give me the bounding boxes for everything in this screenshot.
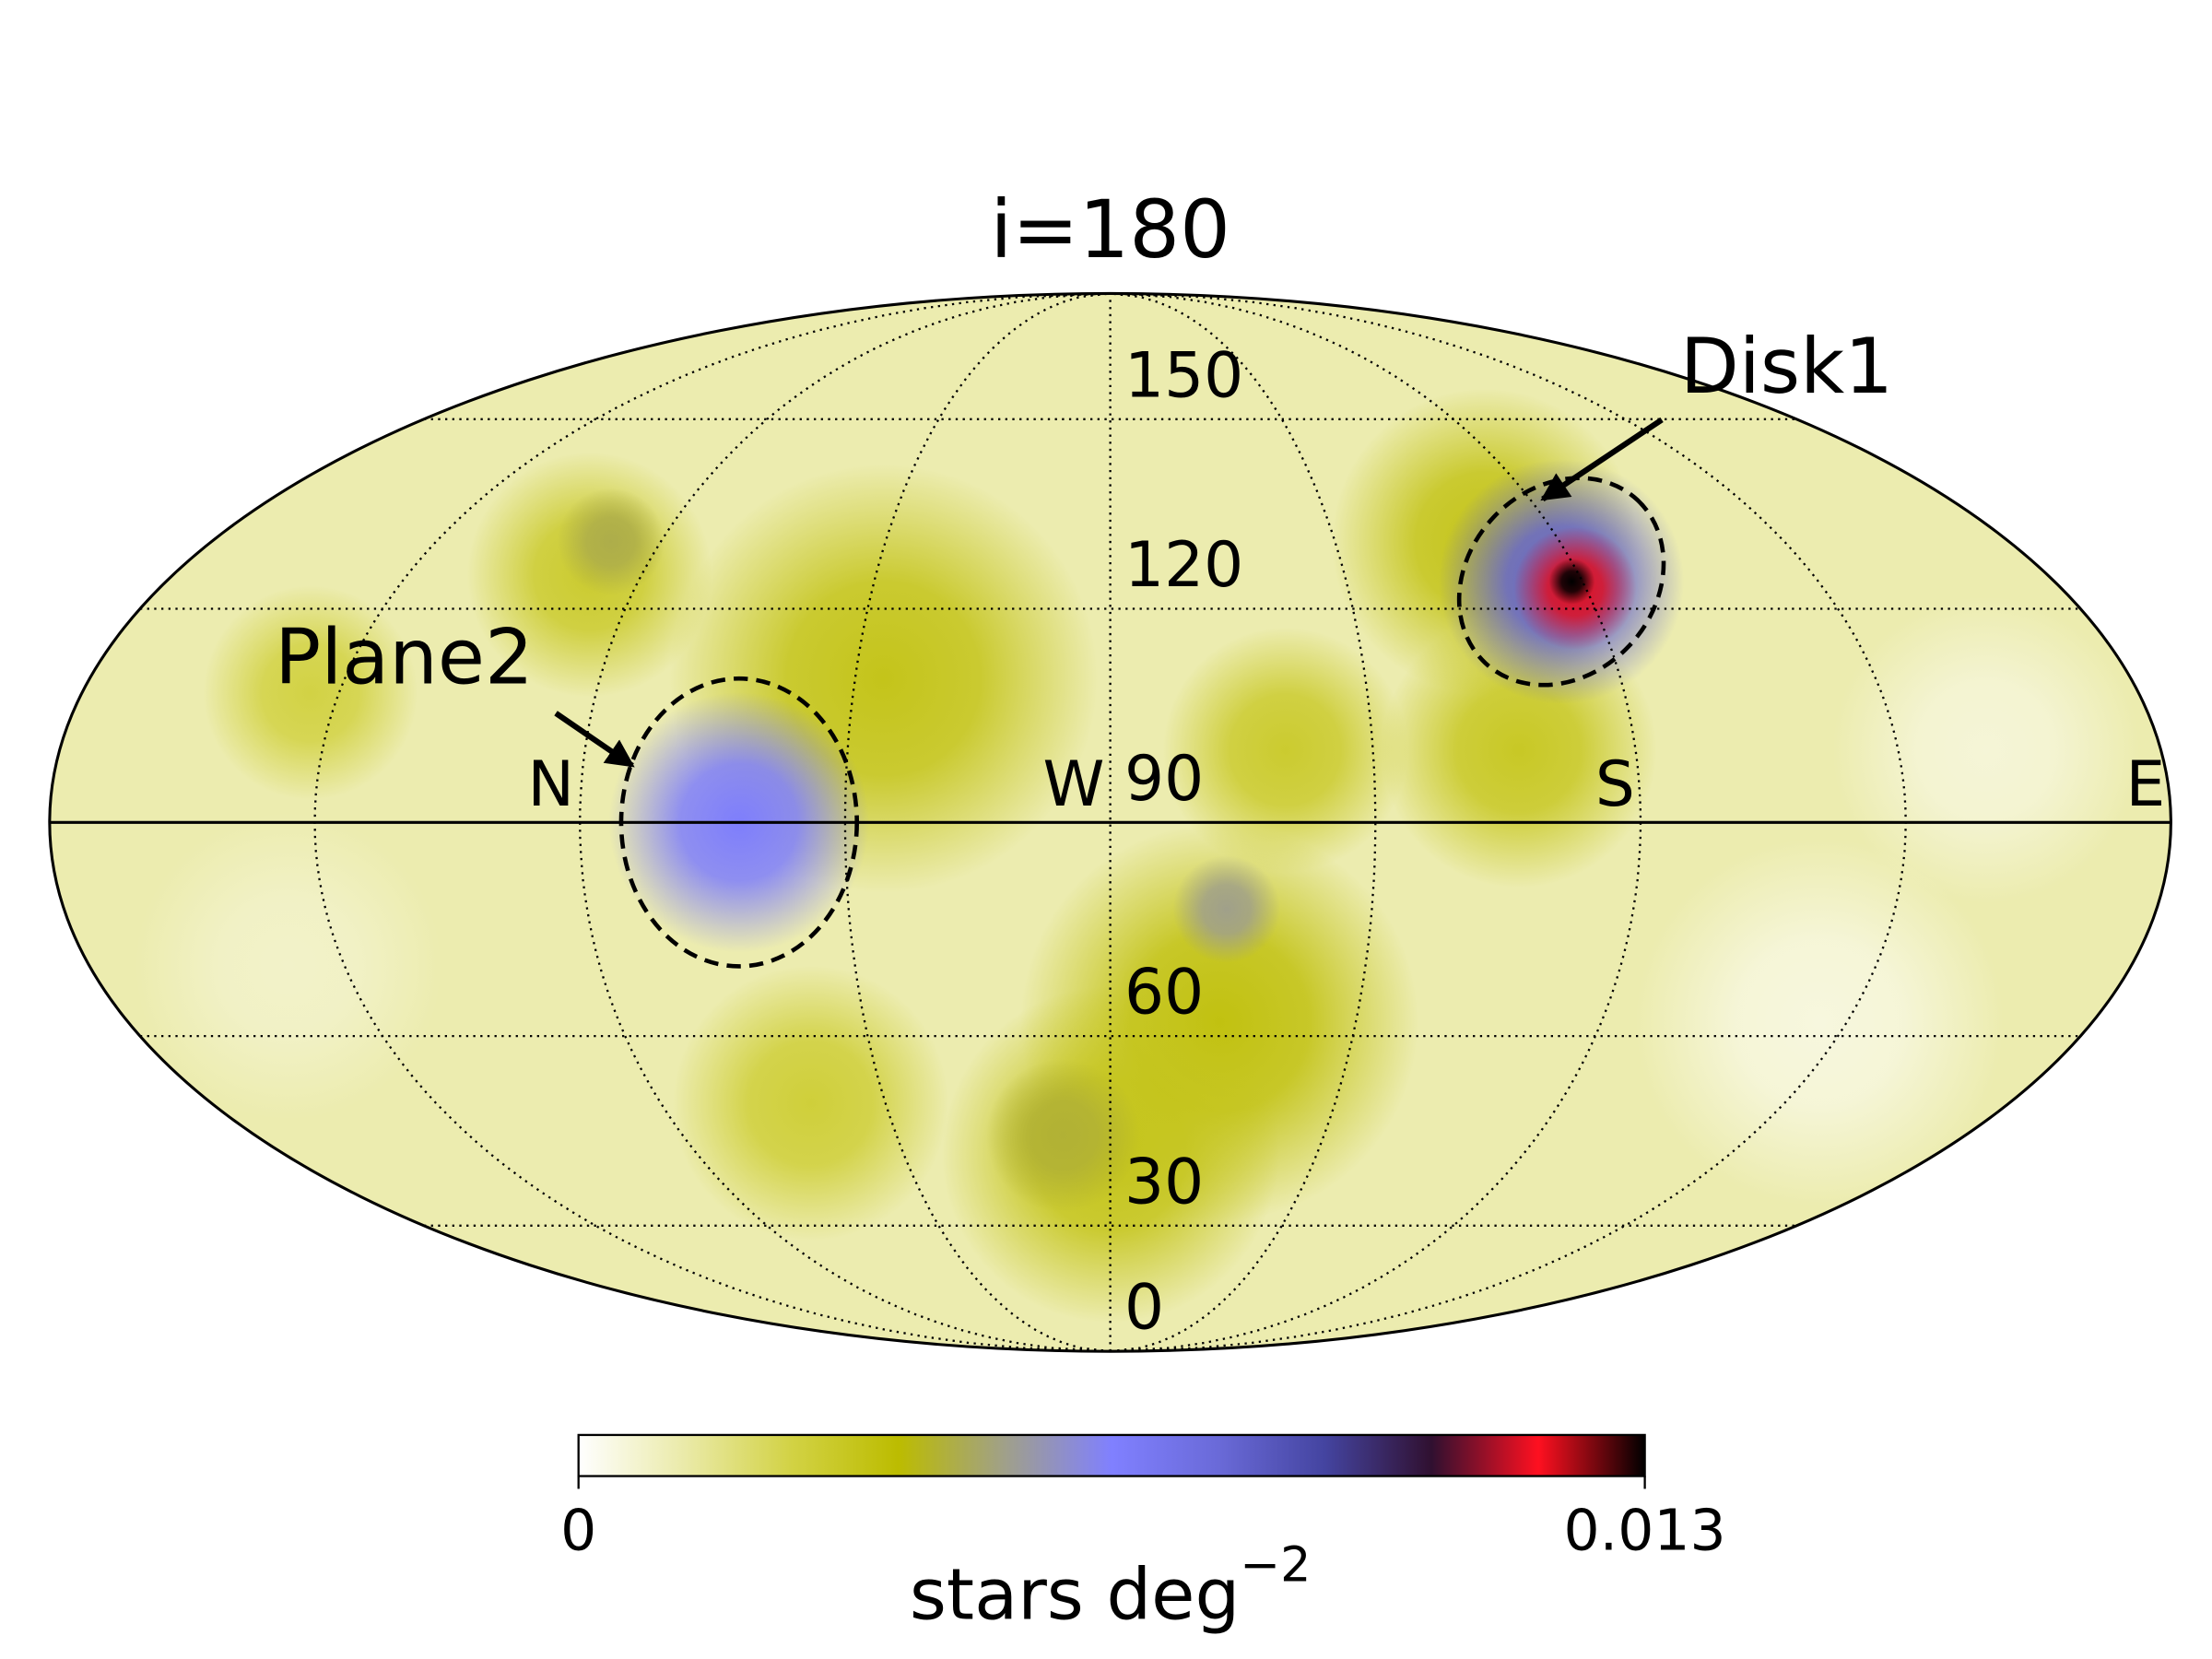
annotation: Plane2	[275, 612, 534, 701]
density-blob	[135, 813, 441, 1120]
density-blob	[1162, 627, 1408, 873]
colorbar	[577, 1433, 1646, 1477]
annotation: Disk1	[1680, 322, 1893, 411]
y-tick-label: 90	[1124, 742, 1204, 815]
density-blob	[1548, 559, 1595, 605]
x-tick-label: W	[1043, 747, 1105, 820]
region-outline	[618, 676, 860, 969]
meridian-line	[579, 292, 1111, 1353]
y-tick-label: 0	[1124, 1271, 1164, 1344]
density-blob	[1172, 855, 1280, 963]
density-blob	[672, 965, 949, 1241]
grid	[49, 292, 2171, 1353]
density-blob	[1832, 596, 2139, 904]
colorbar-label: stars deg−2	[910, 1537, 1312, 1637]
map-outline	[48, 291, 2172, 1353]
chart-title: i=180	[990, 184, 1230, 276]
x-tick-label: S	[1595, 747, 1635, 820]
region-outline	[1456, 476, 1666, 688]
colorbar-tick-label: 0	[560, 1498, 596, 1564]
annotation-arrow	[554, 711, 635, 769]
colorbar-axis: 0 0.013	[560, 1476, 1726, 1564]
colorbar-label-exponent: −2	[1240, 1537, 1311, 1594]
density-blob	[1635, 838, 2004, 1206]
y-tick-label: 150	[1124, 338, 1243, 411]
x-tick-label: N	[527, 747, 574, 820]
y-tick-label: 120	[1124, 528, 1243, 601]
colorbar-tick-label: 0.013	[1564, 1498, 1726, 1564]
colorbar-label-text: stars deg	[910, 1554, 1240, 1636]
x-tick-label: E	[2125, 747, 2165, 820]
y-tick-label: 30	[1124, 1145, 1204, 1218]
labels: 0 30 60 90 120 150 N W S E	[527, 338, 2165, 1343]
density-blob	[985, 1058, 1140, 1213]
y-tick-label: 60	[1124, 956, 1204, 1029]
annotation-arrow	[1540, 417, 1664, 502]
density-blob	[557, 488, 665, 595]
